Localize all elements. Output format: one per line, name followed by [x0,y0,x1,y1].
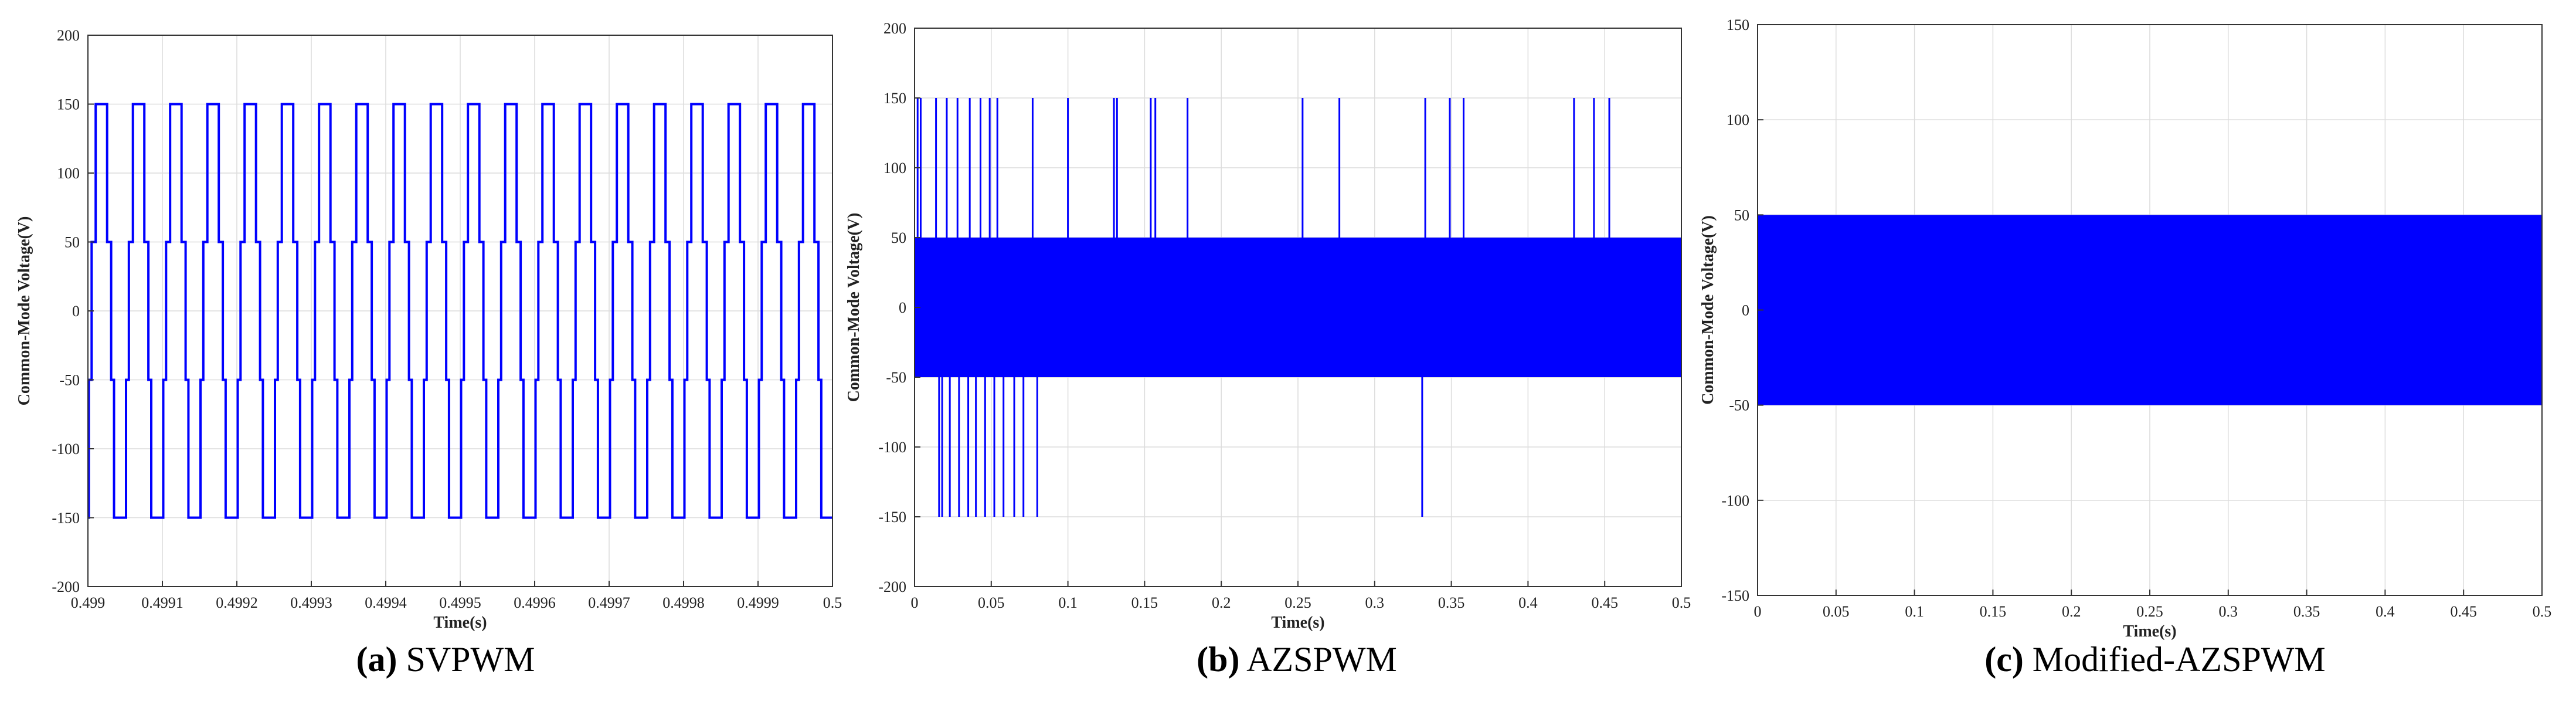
x-tick-label: 0.15 [1980,603,2007,620]
y-tick-label: -150 [1721,587,1749,604]
caption-a-text: SVPWM [406,640,535,679]
y-tick-label: -200 [878,578,906,595]
y-tick-label: -100 [52,441,80,458]
x-tick-label: 0.4998 [662,594,705,611]
x-tick-label: 0.35 [1438,594,1465,611]
y-tick-label: 150 [1727,16,1749,33]
x-tick-label: 0.1 [1905,603,1924,620]
y-tick-label: 50 [64,234,80,251]
x-tick-label: 0.4 [1518,594,1538,611]
y-axis-label: Common-Mode Voltage(V) [15,216,33,406]
caption-a: (a) SVPWM [356,639,535,680]
x-tick-label: 0.25 [2136,603,2163,620]
y-tick-label: -100 [1721,492,1749,509]
y-tick-label: -200 [52,578,80,595]
y-axis-label: Common-Mode Voltage(V) [1699,215,1717,405]
x-tick-label: 0 [911,594,919,611]
y-tick-label: 50 [891,229,906,246]
x-tick-label: 0.4994 [365,594,407,611]
caption-c: (c) Modified-AZSPWM [1984,639,2326,680]
caption-b-letter: (b) [1197,640,1240,679]
caption-b-text: AZSPWM [1246,640,1397,679]
x-tick-label: 0.05 [978,594,1005,611]
chart-a: 0.499 0.4991 0.4992 0.4993 0.4994 0.4995 0.499… [15,27,842,632]
y-tick-label: 0 [1742,302,1749,319]
x-tick-label: 0.4995 [439,594,481,611]
y-tick-label: -50 [1729,397,1749,414]
y-tick-label: 100 [883,160,906,177]
x-tick-label: 0.3 [1365,594,1385,611]
x-tick-label: 0.5 [2533,603,2552,620]
x-tick-label: 0 [1754,603,1762,620]
x-axis-label: Time(s) [2123,622,2176,641]
series-line [88,103,832,519]
y-tick-label: 150 [883,90,906,107]
y-tick-label: -100 [878,439,906,456]
x-tick-label: 0.2 [2062,603,2081,620]
series-band [1758,215,2542,405]
x-tick-label: 0.4991 [141,594,183,611]
x-tick-label: 0.45 [1591,594,1618,611]
y-tick-label: 0 [72,303,80,320]
y-tick-label: 150 [57,96,80,113]
caption-c-text: Modified-AZSPWM [2032,640,2326,679]
x-tick-label: 0.15 [1131,594,1158,611]
x-tick-label: 0.4992 [216,594,258,611]
x-tick-label: 0.4 [2376,603,2395,620]
x-tick-label: 0.05 [1823,603,1850,620]
caption-a-letter: (a) [356,640,397,679]
y-tick-label: 200 [57,27,80,44]
y-tick-label: 100 [57,165,80,182]
y-tick-label: -50 [886,369,906,386]
x-tick-label: 0.4996 [514,594,556,611]
y-tick-label: 0 [899,299,906,316]
x-tick-label: 0.4993 [290,594,332,611]
x-tick-label: 0.1 [1058,594,1078,611]
x-axis-label: Time(s) [433,614,487,632]
x-tick-label: 0.4999 [737,594,779,611]
y-tick-label: -150 [52,510,80,527]
x-tick-label: 0.25 [1284,594,1311,611]
y-tick-label: -50 [59,372,80,389]
x-axis-label: Time(s) [1271,614,1324,632]
x-tick-label: 0.3 [2219,603,2238,620]
x-tick-label: 0.5 [823,594,842,611]
chart-b: 0 0.05 0.1 0.15 0.2 0.25 0.3 0.35 0.4 0.45 0.5 -200… [845,20,1691,632]
series-band [915,238,1681,377]
caption-c-letter: (c) [1984,640,2024,679]
y-tick-label: 50 [1734,206,1749,223]
x-tick-label: 0.2 [1212,594,1231,611]
y-tick-label: -150 [878,509,906,526]
x-tick-label: 0.35 [2293,603,2320,620]
y-tick-label: 100 [1727,111,1749,128]
x-tick-label: 0.4997 [588,594,630,611]
x-tick-label: 0.499 [71,594,106,611]
caption-b: (b) AZSPWM [1197,639,1397,680]
x-tick-label: 0.45 [2450,603,2477,620]
x-tick-label: 0.5 [1672,594,1691,611]
y-axis-label: Common-Mode Voltage(V) [845,213,863,402]
chart-c: 0 0.05 0.1 0.15 0.2 0.25 0.3 0.35 0.4 0.45 0.5 -150… [1699,16,2551,641]
y-tick-label: 200 [883,20,906,37]
